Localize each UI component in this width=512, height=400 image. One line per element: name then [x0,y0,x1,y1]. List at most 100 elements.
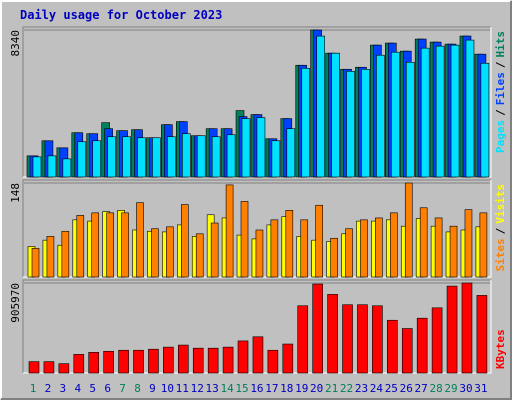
x-tick-label: 19 [295,382,308,395]
legend-separator: / [494,227,507,234]
bar [267,349,279,374]
bar [346,71,355,178]
bar [241,118,251,178]
y-tick-label: 8340 [9,30,22,57]
x-tick-label: 27 [415,382,428,395]
bar [401,328,413,374]
bar [252,336,264,374]
x-tick-label: 26 [400,382,413,395]
bar [342,304,353,374]
legend: Sites / Visits [494,184,507,272]
x-tick-label: 9 [149,382,156,395]
x-tick-label: 31 [474,382,487,395]
bar [121,212,129,278]
bar [167,136,176,178]
x-tick-label: 2 [45,382,52,395]
bar [163,346,174,374]
x-tick-label: 18 [280,382,293,395]
bar [28,361,40,374]
bar [77,141,87,178]
bar [297,305,309,374]
bar [88,352,100,374]
bar [226,134,236,178]
x-tick-label: 16 [250,382,263,395]
legend-entry: KBytes [494,329,507,369]
bar [43,361,55,374]
bar [76,215,85,278]
x-tick-label: 4 [74,382,81,395]
bar [181,204,189,278]
bar [434,217,443,278]
x-tick-label: 14 [220,382,234,395]
bar [31,248,40,278]
bar [461,282,473,374]
x-tick-label: 8 [134,382,141,395]
bar [107,136,116,178]
legend-entry: Files [494,72,507,105]
bar [405,61,415,178]
bar [479,212,488,278]
bar [476,295,488,374]
bar [148,348,159,374]
bar [73,354,85,374]
bar [133,349,144,374]
bar [431,307,443,374]
bar [449,225,458,278]
bar [61,230,70,278]
bar [58,363,70,374]
x-tick-label: 17 [265,382,278,395]
x-tick-label: 30 [459,382,472,395]
bar [376,54,385,178]
bar [330,237,338,278]
bar [301,68,311,178]
bar [331,52,340,178]
chart-title: Daily usage for October 2023 [20,8,222,22]
legend: KBytes [494,329,507,369]
bar [46,236,55,278]
legend-separator: / [494,61,507,68]
bar [282,343,294,374]
bar [446,285,458,374]
bar [178,344,189,374]
x-tick-label: 29 [444,382,457,395]
legend-entry: Pages [494,120,507,153]
bar [182,133,191,178]
bar [106,212,114,278]
x-tick-label: 23 [355,382,368,395]
bar [375,217,383,278]
y-tick-label: 905970 [9,283,22,323]
bar [435,45,445,178]
x-tick-label: 21 [325,382,338,395]
bar [62,158,72,178]
x-tick-label: 13 [206,382,219,395]
x-tick-label: 28 [429,382,442,395]
bar [420,47,430,178]
bar [196,135,206,178]
legend-separator: / [494,109,507,116]
x-tick-label: 25 [385,382,398,395]
bar [357,304,368,374]
x-tick-label: 10 [161,382,174,395]
bar [152,137,161,178]
bar [327,294,338,374]
legend-entry: Sites [494,238,507,271]
panel-border-dark [22,26,491,177]
bar [404,182,413,278]
bar [316,35,325,178]
bar [91,212,100,278]
bar [480,62,490,178]
x-tick-label: 5 [89,382,96,395]
bar [192,347,204,374]
bar [450,44,460,178]
bar [137,137,146,178]
x-tick-label: 7 [119,382,126,395]
bar [32,156,42,178]
panel-border-dark [22,279,491,373]
bar [416,317,428,374]
x-tick-label: 24 [370,382,384,395]
bar [312,283,323,374]
bar [300,219,309,278]
bar [136,202,144,278]
